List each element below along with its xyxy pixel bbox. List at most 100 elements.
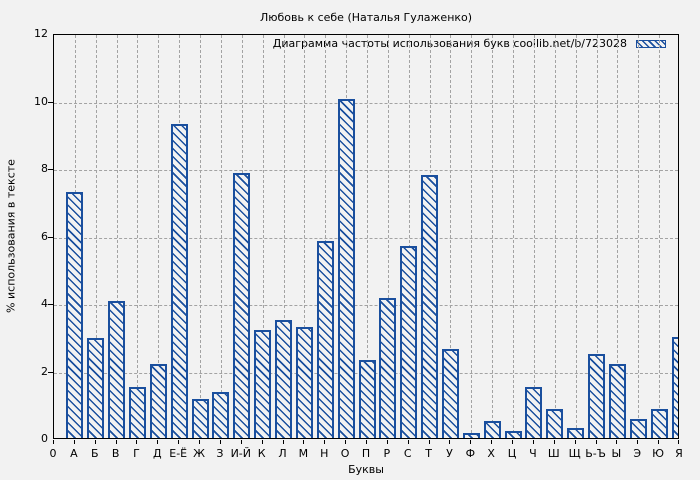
v-gridline (95, 35, 97, 438)
h-gridline (54, 305, 678, 306)
x-tick-label: Щ (568, 447, 581, 460)
bar (546, 409, 564, 438)
y-tick-label: 12 (34, 27, 48, 40)
x-tick-mark (616, 440, 618, 444)
v-gridline (200, 35, 202, 438)
x-tick-mark (658, 440, 660, 444)
v-gridline (659, 35, 661, 438)
x-tick-mark (324, 440, 326, 444)
x-tick-mark (491, 440, 493, 444)
x-tick-mark (678, 440, 679, 444)
bar (504, 431, 522, 438)
h-gridline (54, 237, 678, 239)
y-tick-mark (48, 101, 53, 103)
bar (87, 338, 105, 438)
x-tick-mark (449, 440, 451, 444)
v-gridline (283, 35, 285, 438)
bar (483, 421, 501, 438)
v-gridline (262, 35, 264, 438)
x-tick-label: Ю (652, 447, 665, 460)
x-tick-mark (261, 440, 263, 444)
bar (567, 427, 585, 438)
x-tick-mark (73, 440, 75, 444)
x-tick-mark (553, 440, 555, 444)
x-axis-label: Буквы (348, 463, 384, 476)
x-tick-label: О (340, 447, 350, 460)
x-tick-label: Р (383, 447, 391, 460)
bar (525, 387, 543, 438)
x-tick-label: Д (153, 447, 162, 460)
v-gridline (116, 35, 118, 438)
x-tick-label: Я (675, 447, 683, 460)
x-tick-label: Б (90, 447, 99, 460)
x-tick-label: У (446, 447, 453, 460)
v-gridline (554, 35, 556, 438)
bar (650, 409, 668, 438)
y-tick-label: 8 (41, 162, 48, 175)
x-tick-label: К (257, 447, 266, 460)
bar (295, 326, 313, 438)
v-gridline (492, 35, 494, 438)
x-tick-mark (157, 440, 159, 444)
x-tick-label: Х (487, 447, 495, 460)
x-tick-mark (282, 440, 284, 444)
x-tick-label: А (70, 447, 78, 460)
x-tick-mark (366, 440, 367, 444)
bar (608, 363, 626, 438)
x-tick-mark (512, 440, 514, 444)
bar (337, 98, 355, 438)
x-tick-label: П (361, 447, 371, 460)
h-gridline (54, 170, 678, 171)
y-tick-mark (48, 169, 53, 170)
v-gridline (158, 35, 160, 438)
x-tick-label: Ж (193, 447, 205, 460)
x-tick-label: Е-Ё (169, 447, 188, 460)
x-tick-mark (407, 440, 409, 444)
x-tick-label: М (298, 447, 309, 460)
v-gridline (325, 35, 327, 438)
x-tick-label: Н (320, 447, 329, 460)
bar (462, 432, 480, 438)
x-tick-label: Л (278, 447, 287, 460)
x-tick-mark (115, 440, 117, 444)
x-tick-mark (94, 440, 96, 444)
x-tick-label: Ш (547, 447, 560, 460)
bar (233, 173, 251, 438)
x-tick-mark (199, 440, 201, 444)
x-tick-label: Ч (529, 447, 537, 460)
v-gridline (367, 35, 368, 438)
y-tick-mark (48, 371, 53, 373)
bar (254, 330, 272, 438)
v-gridline (533, 35, 535, 438)
legend-swatch-icon (636, 39, 666, 48)
v-gridline (387, 35, 389, 438)
v-gridline (450, 35, 452, 438)
v-gridline (408, 35, 410, 438)
x-tick-mark (386, 440, 388, 444)
x-tick-mark (345, 440, 347, 444)
legend: Диаграмма частоты использования букв coo… (273, 37, 666, 50)
x-tick-mark (637, 440, 639, 444)
x-tick-label: З (216, 447, 224, 460)
v-gridline (617, 35, 619, 438)
x-tick-label: Т (425, 447, 432, 460)
x-tick-label: Ы (611, 447, 622, 460)
y-tick-label: 0 (41, 432, 48, 445)
x-tick-mark (53, 440, 54, 444)
x-tick-label: Ф (465, 447, 476, 460)
legend-label: Диаграмма частоты использования букв coo… (272, 37, 627, 50)
x-tick-mark (595, 440, 597, 444)
y-tick-mark (48, 236, 53, 238)
bar (379, 297, 397, 438)
v-gridline (596, 35, 598, 438)
bar (588, 353, 606, 438)
x-tick-label: Э (633, 447, 642, 460)
x-tick-mark (532, 440, 534, 444)
bar (421, 174, 439, 438)
bar (170, 124, 188, 438)
v-gridline (513, 35, 515, 438)
bar (275, 319, 293, 438)
bar (629, 419, 647, 438)
plot-area (53, 34, 679, 439)
x-tick-mark (574, 440, 576, 444)
